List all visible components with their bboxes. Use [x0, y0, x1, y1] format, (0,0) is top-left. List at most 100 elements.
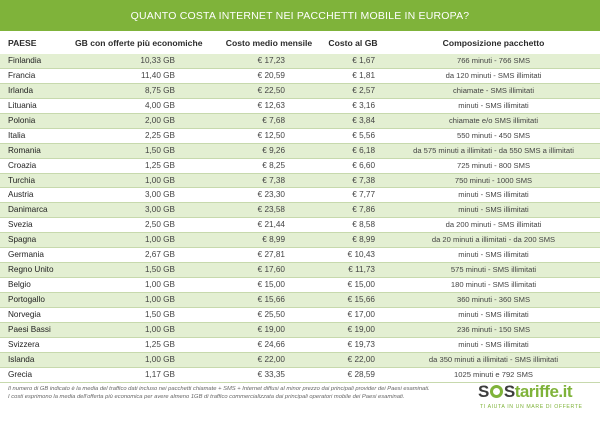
cell-paese: Italia — [8, 130, 26, 140]
cell-composizione: 750 minuti - 1000 SMS — [454, 175, 533, 185]
table-row: Grecia 1,17 GB € 33,35 € 28,59 1025 minuti e… — [0, 368, 600, 383]
cell-costo-gb: € 6,18 — [352, 145, 375, 155]
header-gb: GB con offerte più economiche — [75, 38, 203, 48]
cell-gb: 1,00 GB — [144, 295, 175, 304]
cell-costo-gb: € 19,73 — [347, 339, 375, 349]
cell-composizione: da 200 minuti - SMS illimitati — [445, 220, 542, 230]
cell-costo-medio: € 17,60 — [257, 265, 285, 275]
cell-paese: Polonia — [8, 115, 36, 125]
cell-paese: Finlandia — [8, 56, 42, 65]
cell-gb: 2,25 GB — [144, 130, 175, 140]
cell-gb: 10,33 GB — [140, 56, 175, 65]
table-row: Svezia 2,50 GB € 21,44 € 8,58 da 200 minuti … — [0, 218, 600, 234]
cell-costo-gb: € 7,77 — [352, 190, 375, 200]
table-row: Croazia 1,25 GB € 8,25 € 6,60 725 minuti - 8… — [0, 159, 600, 174]
cell-composizione: chiamate - SMS illimitati — [452, 85, 535, 95]
table-row: Polonia 2,00 GB € 7,68 € 3,84 chiamate e/o S… — [0, 113, 600, 129]
cell-paese: Turchia — [8, 175, 35, 185]
cell-composizione: 1025 minuti e 792 SMS — [454, 369, 533, 379]
cell-costo-gb: € 10,43 — [347, 250, 375, 260]
footnote-2: I costi esprimono la media dell'offerta … — [8, 394, 405, 400]
cell-costo-gb: € 15,00 — [347, 280, 375, 290]
footnote-1: Il numero di GB indicato è la media del … — [8, 386, 430, 392]
cell-composizione: minuti - SMS illimitati — [458, 309, 529, 319]
cell-paese: Croazia — [8, 160, 37, 170]
table-row: Romania 1,50 GB € 9,26 € 6,18 da 575 minuti … — [0, 143, 600, 159]
cell-costo-medio: € 27,81 — [257, 250, 285, 260]
cell-costo-gb: € 1,67 — [352, 56, 375, 65]
cell-paese: Francia — [8, 70, 36, 80]
sostariffe-logo: S Stariffe.it TI AIUTA IN UN MARE DI OFFE… — [478, 382, 596, 414]
table-row: Austria 3,00 GB € 23,30 € 7,77 minuti - SMS … — [0, 188, 600, 204]
table-row: Francia 11,40 GB € 20,59 € 1,81 da 120 minut… — [0, 69, 600, 84]
cell-costo-gb: € 1,81 — [352, 70, 375, 80]
table-row: Lituania 4,00 GB € 12,63 € 3,16 minuti - SMS… — [0, 99, 600, 114]
cell-gb: 3,00 GB — [144, 205, 175, 215]
page-title-banner: QUANTO COSTA INTERNET NEI PACCHETTI MOBI… — [0, 0, 600, 31]
cell-gb: 1,00 GB — [144, 280, 175, 290]
cell-gb: 1,50 GB — [144, 265, 175, 275]
table-row: Regno Unito 1,50 GB € 17,60 € 11,73 575 minu… — [0, 263, 600, 279]
header-costo-medio: Costo medio mensile — [225, 38, 313, 48]
header-costo-gb: Costo al GB — [328, 38, 378, 48]
footnotes: Il numero di GB indicato è la media del … — [8, 385, 438, 401]
cell-composizione: da 575 minuti a illimitati - da 550 SMS … — [413, 145, 574, 155]
cell-costo-gb: € 3,16 — [352, 100, 375, 110]
cell-costo-medio: € 25,50 — [257, 309, 285, 319]
logo-letter-s1: S — [478, 382, 489, 401]
cell-costo-medio: € 19,00 — [257, 324, 285, 334]
cell-composizione: minuti - SMS illimitati — [458, 339, 529, 349]
cell-composizione: da 120 minuti - SMS illimitati — [445, 70, 542, 80]
cell-composizione: minuti - SMS illimitati — [458, 250, 529, 260]
page-title: QUANTO COSTA INTERNET NEI PACCHETTI MOBI… — [130, 9, 470, 22]
cell-gb: 1,00 GB — [144, 175, 175, 185]
logo-accent: tariffe.it — [514, 382, 573, 401]
cell-costo-medio: € 15,00 — [257, 280, 285, 290]
cell-costo-medio: € 23,58 — [257, 205, 285, 215]
header-composizione: Composizione pacchetto — [442, 38, 545, 48]
price-table: PAESE GB con offerte più economiche Cost… — [0, 34, 600, 383]
cell-paese: Irlanda — [8, 85, 34, 95]
cell-costo-gb: € 15,66 — [347, 295, 375, 304]
cell-composizione: 766 minuti - 766 SMS — [456, 56, 531, 65]
table-row: Islanda 1,00 GB € 22,00 € 22,00 da 350 minut… — [0, 352, 600, 368]
cell-costo-medio: € 15,66 — [257, 295, 285, 304]
cell-paese: Lituania — [8, 100, 37, 110]
logo-ring-icon — [489, 385, 503, 398]
cell-costo-gb: € 8,99 — [352, 235, 375, 245]
cell-costo-medio: € 33,35 — [257, 369, 285, 379]
cell-paese: Austria — [8, 190, 34, 200]
cell-gb: 1,50 GB — [144, 309, 175, 319]
cell-costo-gb: € 7,38 — [352, 175, 375, 185]
logo-letter-s2: S — [503, 382, 515, 401]
cell-costo-medio: € 23,30 — [257, 190, 285, 200]
cell-paese: Spagna — [8, 235, 37, 245]
logo-tagline: TI AIUTA IN UN MARE DI OFFERTE — [480, 404, 583, 410]
cell-composizione: 575 minuti - SMS illimitati — [450, 265, 537, 275]
cell-gb: 1,25 GB — [144, 339, 175, 349]
cell-paese: Svezia — [8, 220, 33, 230]
cell-paese: Grecia — [8, 369, 33, 379]
cell-costo-medio: € 7,38 — [262, 175, 285, 185]
cell-costo-medio: € 17,23 — [257, 56, 285, 65]
cell-gb: 1,50 GB — [144, 145, 175, 155]
cell-paese: Germania — [8, 250, 44, 260]
cell-gb: 1,25 GB — [144, 160, 175, 170]
cell-gb: 11,40 GB — [141, 70, 175, 80]
table-header: PAESE GB con offerte più economiche Cost… — [0, 34, 600, 54]
cell-costo-medio: € 22,50 — [257, 85, 285, 95]
cell-costo-gb: € 7,86 — [352, 205, 375, 215]
cell-composizione: 360 minuti - 360 SMS — [456, 295, 531, 304]
cell-costo-medio: € 24,66 — [257, 339, 285, 349]
cell-costo-gb: € 22,00 — [347, 354, 375, 364]
cell-costo-medio: € 12,63 — [257, 100, 285, 110]
cell-composizione: chiamate e/o SMS illimitati — [448, 115, 539, 125]
table-row: Italia 2,25 GB € 12,50 € 5,56 550 minuti - 4… — [0, 129, 600, 144]
cell-gb: 3,00 GB — [144, 190, 175, 200]
cell-costo-medio: € 8,25 — [262, 160, 285, 170]
cell-costo-medio: € 7,68 — [262, 115, 285, 125]
cell-gb: 1,17 GB — [144, 369, 175, 379]
cell-composizione: da 20 minuti a illimitati - da 200 SMS — [431, 235, 556, 245]
cell-costo-gb: € 19,00 — [347, 324, 375, 334]
logo-wordmark: S Stariffe.it — [478, 382, 573, 402]
